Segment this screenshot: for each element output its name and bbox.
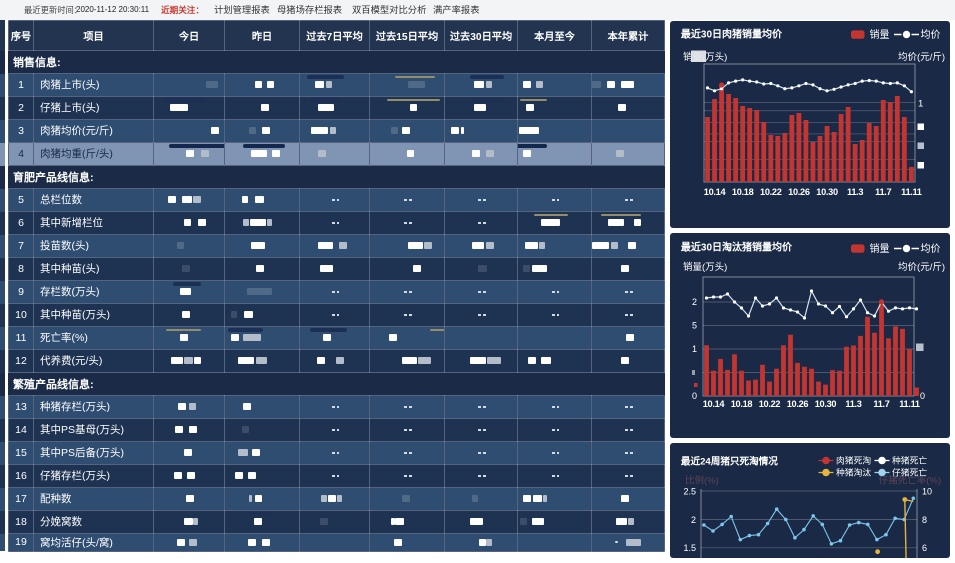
svg-text:销量: 销量 <box>870 242 890 255</box>
svg-text:0: 0 <box>920 391 925 401</box>
svg-text:2: 2 <box>692 297 697 307</box>
svg-text:10.18: 10.18 <box>731 399 753 409</box>
svg-text:11.7: 11.7 <box>875 187 891 197</box>
svg-text:5: 5 <box>692 321 697 331</box>
svg-text:比例(%): 比例(%) <box>685 475 719 487</box>
svg-text:仔猪死亡: 仔猪死亡 <box>892 467 927 478</box>
svg-text:10.22: 10.22 <box>759 399 781 409</box>
svg-text:10.14: 10.14 <box>703 399 726 409</box>
svg-text:最近30日肉猪销量均价: 最近30日肉猪销量均价 <box>681 27 783 40</box>
svg-text:0: 0 <box>692 391 697 401</box>
svg-text:均价: 均价 <box>921 243 941 255</box>
svg-text:10.26: 10.26 <box>788 187 810 197</box>
svg-text:最近30日淘汰猪销量均价: 最近30日淘汰猪销量均价 <box>681 240 793 253</box>
svg-text:11.3: 11.3 <box>847 187 863 197</box>
svg-text:种猪淘汰: 种猪淘汰 <box>836 467 871 478</box>
svg-text:10.26: 10.26 <box>787 399 809 409</box>
svg-text:10.22: 10.22 <box>760 187 782 197</box>
svg-text:10.30: 10.30 <box>816 187 838 197</box>
svg-text:11.7: 11.7 <box>873 399 889 409</box>
svg-text:均价(元/斤): 均价(元/斤) <box>898 51 945 63</box>
svg-text:10.18: 10.18 <box>732 187 754 197</box>
svg-text:2.5: 2.5 <box>683 486 696 496</box>
svg-text:10: 10 <box>922 486 932 496</box>
svg-text:仔猪死亡率(%): 仔猪死亡率(%) <box>879 475 941 487</box>
svg-text:11.11: 11.11 <box>899 399 920 409</box>
svg-text:10.14: 10.14 <box>704 187 727 197</box>
svg-text:均价(元/斤): 均价(元/斤) <box>898 261 945 273</box>
svg-text:1.5: 1.5 <box>683 543 696 553</box>
svg-text:肉猪死淘: 肉猪死淘 <box>836 455 871 466</box>
svg-text:6: 6 <box>922 543 927 553</box>
svg-text:1: 1 <box>692 344 697 354</box>
svg-text:10.30: 10.30 <box>815 399 837 409</box>
svg-text:2: 2 <box>691 515 696 525</box>
svg-text:最近24周猪只死淘情况: 最近24周猪只死淘情况 <box>681 456 778 468</box>
svg-text:销量: 销量 <box>870 28 890 41</box>
svg-text:11.3: 11.3 <box>845 399 861 409</box>
svg-text:种猪死亡: 种猪死亡 <box>892 455 927 466</box>
svg-text:均价: 均价 <box>921 29 941 41</box>
svg-text:1: 1 <box>918 99 923 110</box>
svg-text:销量(万头): 销量(万头) <box>683 261 727 273</box>
svg-text:8: 8 <box>922 515 927 525</box>
svg-text:11.11: 11.11 <box>901 187 922 197</box>
